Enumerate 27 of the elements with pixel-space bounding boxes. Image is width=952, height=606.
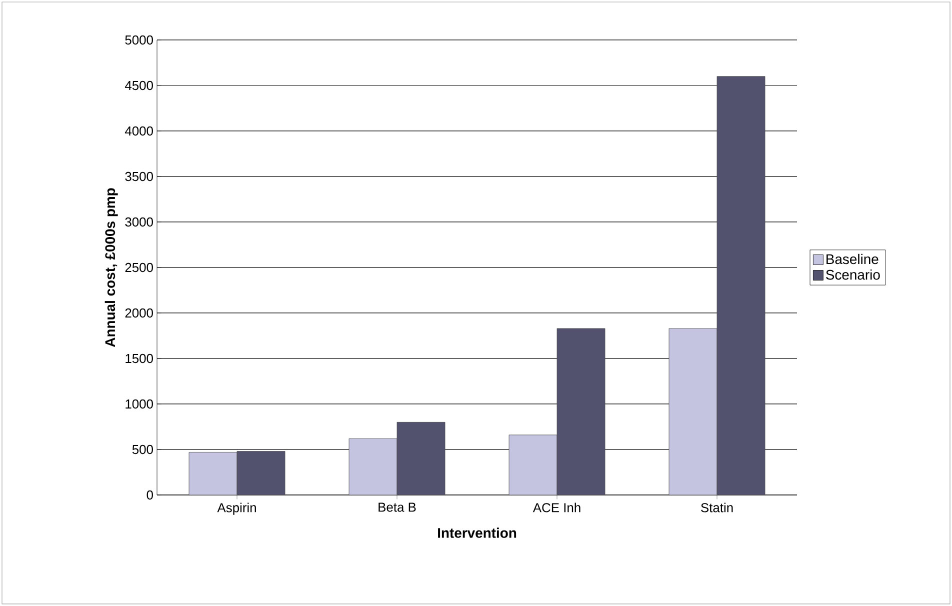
x-tick-label: Aspirin [217,502,256,515]
y-tick-label: 0 [146,490,153,500]
y-tick-label: 5000 [125,35,153,45]
y-tick-label: 2500 [125,262,153,272]
x-tick-label: Beta B [378,502,416,512]
y-tick-label: 2000 [125,308,153,318]
x-tick-label: Statin [701,502,733,512]
legend-label: Scenario [826,269,880,280]
x-tick-label: ACE Inh [532,502,580,512]
y-tick-label: 3000 [125,217,153,227]
bar [716,76,766,495]
y-tick-label: 4000 [124,126,153,136]
bar [236,451,286,495]
y-tick-label: 1500 [126,354,153,364]
bar [396,422,446,495]
x-axis-title: Intervention [438,528,516,538]
y-tick-label: 3500 [125,172,153,182]
bar [508,434,558,495]
y-tick-label: 4500 [124,80,153,90]
bar [188,452,238,495]
y-axis-title: Annual cost, £000s pmp [104,188,118,347]
y-tick-label: 500 [132,444,153,454]
bar [348,438,398,495]
legend-label: Baseline [826,254,878,264]
bar [668,328,718,495]
bar [556,328,606,495]
y-tick-label: 1000 [126,399,153,409]
